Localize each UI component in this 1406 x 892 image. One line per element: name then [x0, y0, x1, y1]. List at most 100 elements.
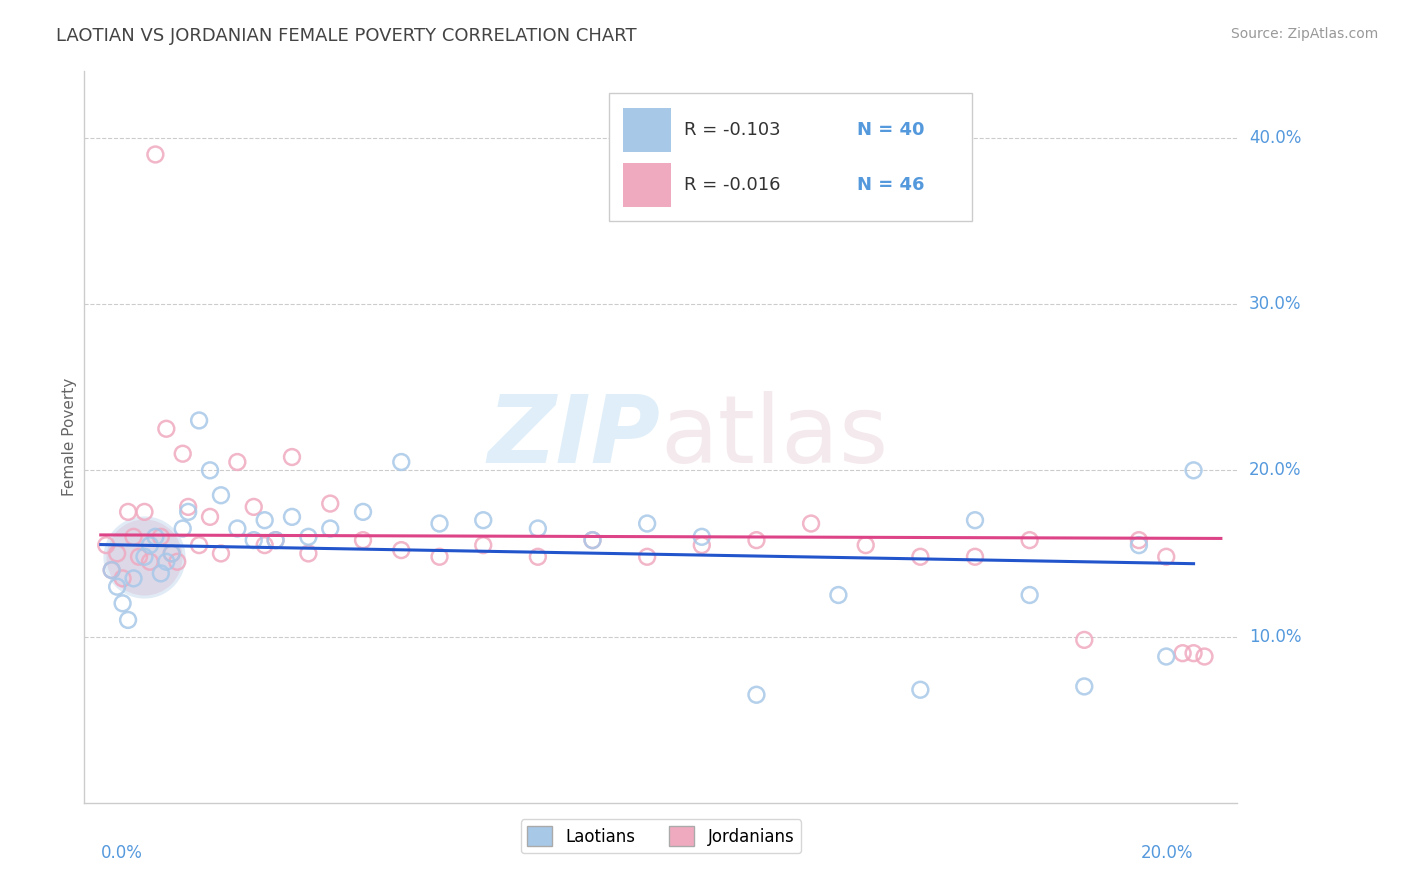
Point	[117, 613, 139, 627]
Point	[745, 688, 768, 702]
Point	[134, 549, 156, 564]
Point	[100, 563, 122, 577]
Point	[264, 533, 287, 548]
Point	[198, 463, 221, 477]
Point	[198, 509, 221, 524]
Point	[690, 530, 713, 544]
Point	[281, 509, 304, 524]
Point	[1194, 649, 1216, 664]
Point	[253, 538, 276, 552]
Point	[177, 505, 200, 519]
Text: Source: ZipAtlas.com: Source: ZipAtlas.com	[1230, 27, 1378, 41]
Text: atlas: atlas	[661, 391, 889, 483]
Point	[166, 555, 188, 569]
Point	[128, 549, 150, 564]
Point	[139, 555, 162, 569]
Point	[172, 447, 194, 461]
Text: 10.0%: 10.0%	[1249, 628, 1302, 646]
Point	[281, 450, 304, 464]
Point	[636, 516, 658, 531]
Point	[145, 147, 167, 161]
Point	[226, 455, 249, 469]
Point	[527, 521, 550, 535]
Point	[389, 455, 412, 469]
Point	[96, 538, 118, 552]
Text: 20.0%: 20.0%	[1142, 845, 1194, 863]
Point	[319, 497, 342, 511]
Point	[209, 488, 232, 502]
Point	[134, 549, 156, 564]
Point	[117, 505, 139, 519]
Point	[1182, 646, 1205, 660]
Point	[636, 549, 658, 564]
Text: N = 40: N = 40	[856, 121, 924, 139]
Point	[1154, 549, 1177, 564]
Point	[297, 530, 319, 544]
Point	[160, 546, 183, 560]
Point	[827, 588, 849, 602]
Point	[253, 513, 276, 527]
Point	[855, 538, 877, 552]
Point	[429, 516, 451, 531]
Point	[134, 505, 156, 519]
Point	[155, 422, 177, 436]
Text: LAOTIAN VS JORDANIAN FEMALE POVERTY CORRELATION CHART: LAOTIAN VS JORDANIAN FEMALE POVERTY CORR…	[56, 27, 637, 45]
Point	[122, 571, 145, 585]
Point	[910, 549, 932, 564]
Point	[122, 530, 145, 544]
Point	[177, 500, 200, 514]
Point	[209, 546, 232, 560]
Text: ZIP: ZIP	[488, 391, 661, 483]
Point	[1171, 646, 1194, 660]
FancyBboxPatch shape	[609, 94, 972, 221]
Point	[155, 555, 177, 569]
Point	[242, 500, 264, 514]
Point	[1154, 649, 1177, 664]
Point	[1182, 463, 1205, 477]
Point	[472, 538, 495, 552]
Point	[111, 571, 134, 585]
Point	[297, 546, 319, 560]
Text: R = -0.103: R = -0.103	[683, 121, 780, 139]
Point	[1073, 680, 1095, 694]
Point	[1128, 538, 1150, 552]
Point	[1073, 632, 1095, 647]
Text: 0.0%: 0.0%	[101, 845, 142, 863]
Point	[581, 533, 603, 548]
Point	[319, 521, 342, 535]
Text: 30.0%: 30.0%	[1249, 295, 1302, 313]
Point	[226, 521, 249, 535]
Y-axis label: Female Poverty: Female Poverty	[62, 378, 77, 496]
Text: 40.0%: 40.0%	[1249, 128, 1301, 147]
Point	[111, 596, 134, 610]
Point	[963, 549, 986, 564]
Point	[352, 505, 374, 519]
Point	[690, 538, 713, 552]
Legend: Laotians, Jordanians: Laotians, Jordanians	[520, 820, 801, 853]
Point	[172, 521, 194, 535]
Point	[581, 533, 603, 548]
Point	[800, 516, 823, 531]
Point	[242, 533, 264, 548]
Point	[1128, 533, 1150, 548]
Point	[352, 533, 374, 548]
FancyBboxPatch shape	[623, 163, 671, 207]
Point	[139, 538, 162, 552]
Text: 20.0%: 20.0%	[1249, 461, 1302, 479]
Point	[1018, 588, 1040, 602]
Point	[963, 513, 986, 527]
Point	[389, 543, 412, 558]
Point	[429, 549, 451, 564]
Point	[105, 546, 128, 560]
Point	[188, 538, 211, 552]
Point	[134, 549, 156, 564]
Point	[149, 530, 172, 544]
Point	[527, 549, 550, 564]
Point	[1018, 533, 1040, 548]
Text: R = -0.016: R = -0.016	[683, 176, 780, 194]
Point	[745, 533, 768, 548]
Text: N = 46: N = 46	[856, 176, 924, 194]
Point	[149, 566, 172, 581]
Point	[910, 682, 932, 697]
Point	[100, 563, 122, 577]
